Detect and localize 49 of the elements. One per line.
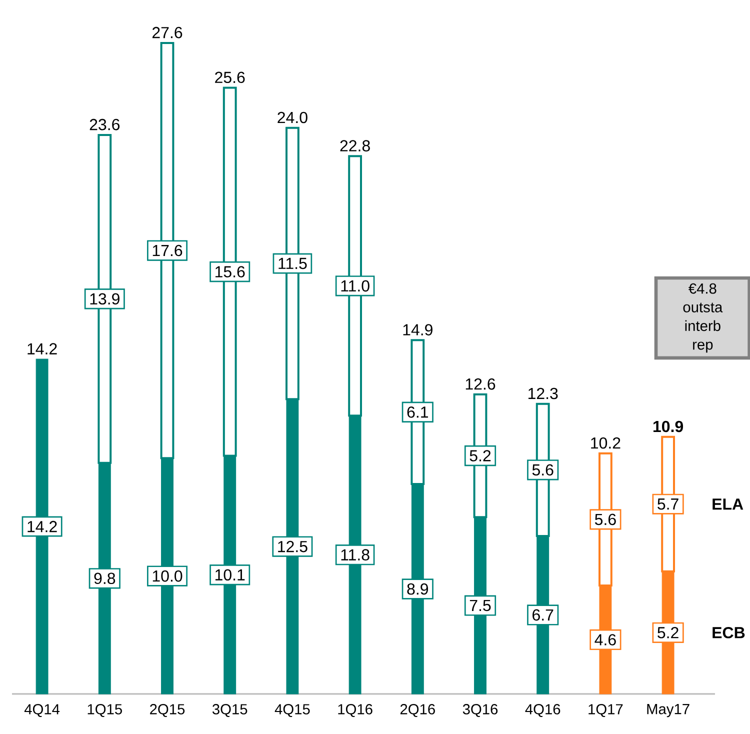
data-label: 8.9 xyxy=(407,583,428,595)
data-label: 6.1 xyxy=(407,406,428,418)
legend-label: ECB xyxy=(712,626,745,638)
x-tick-label: 1Q17 xyxy=(588,704,623,718)
x-tick-label: 2Q16 xyxy=(400,704,435,718)
data-label: 15.6 xyxy=(215,266,245,278)
data-label: 11.8 xyxy=(341,549,370,560)
total-label: 22.8 xyxy=(340,140,370,152)
data-label: 17.6 xyxy=(152,244,182,256)
annotation: rep xyxy=(693,342,713,353)
data-label: 12.5 xyxy=(278,540,308,552)
data-label: 5.6 xyxy=(594,514,616,526)
legend-label: ELA xyxy=(712,498,744,510)
data-label: 9.8 xyxy=(94,572,116,584)
data-label: 10.0 xyxy=(152,570,182,582)
data-label: 5.6 xyxy=(532,464,554,476)
total-label: 14.9 xyxy=(403,324,432,336)
x-tick-label: 1Q15 xyxy=(88,704,122,718)
x-tick-label: 2Q15 xyxy=(150,704,185,718)
total-label: 10.9 xyxy=(653,420,684,432)
x-tick-label: 4Q16 xyxy=(525,704,560,718)
annotation: interb xyxy=(685,320,720,332)
data-label: 5.2 xyxy=(470,450,491,462)
data-label: 5.7 xyxy=(658,498,678,510)
data-label: 14.2 xyxy=(28,520,57,532)
data-label: 7.5 xyxy=(470,600,491,612)
x-tick-label: May17 xyxy=(647,704,690,718)
annotation: outsta xyxy=(683,302,723,312)
data-label: 4.6 xyxy=(594,634,616,646)
x-tick-label: 4Q14 xyxy=(24,704,60,718)
data-label: 11.5 xyxy=(278,258,307,270)
annotation: €4.8 xyxy=(688,283,716,294)
x-tick-label: 3Q16 xyxy=(462,704,498,718)
data-label: 13.9 xyxy=(90,293,120,305)
total-label: 12.6 xyxy=(466,378,496,390)
data-label: 5.2 xyxy=(658,626,678,638)
total-label: 10.2 xyxy=(591,437,620,449)
total-label: 14.2 xyxy=(28,343,57,354)
x-tick-label: 4Q15 xyxy=(274,704,310,718)
data-label: 10.1 xyxy=(215,569,245,581)
data-label: 11.0 xyxy=(341,280,370,292)
data-label: 6.7 xyxy=(532,609,554,621)
total-label: 25.6 xyxy=(215,72,245,84)
x-tick-label: 3Q15 xyxy=(212,704,248,718)
total-label: 27.6 xyxy=(152,26,182,38)
x-tick-label: 1Q16 xyxy=(338,704,372,718)
total-label: 24.0 xyxy=(278,112,308,124)
total-label: 23.6 xyxy=(90,118,120,130)
total-label: 12.3 xyxy=(528,388,558,400)
